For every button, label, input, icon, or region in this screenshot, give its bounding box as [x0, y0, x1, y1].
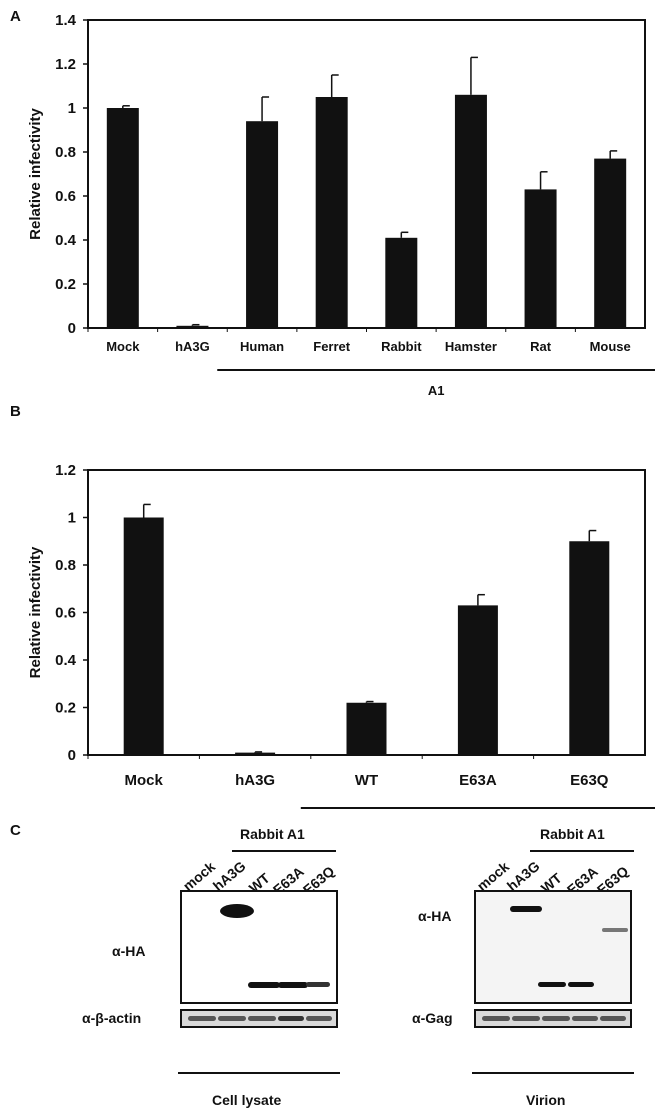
bar-e63a: [458, 605, 498, 755]
plot-frame: [88, 20, 645, 328]
bar-rabbit: [385, 238, 417, 328]
x-tick-label-mouse: Mouse: [590, 339, 631, 354]
panel-letter-c: C: [10, 822, 21, 839]
blot-right-ha-band-e63q: [602, 928, 628, 932]
chart-a: 0 0.2 0.4 0.6 0.8 1 1.2 1.4 Relative infectivity…: [0, 0, 657, 400]
blot-left-ha-band-ha3g: [220, 904, 254, 918]
x-tick-label-ha3g: hA3G: [235, 772, 275, 789]
y-tick-label: 0.4: [55, 652, 77, 669]
blot-right-ha-band-ha3g: [510, 906, 542, 912]
y-tick-label: 1.4: [55, 12, 77, 29]
y-tick-label: 1: [68, 510, 76, 527]
blot-right-lane-ha3g: hA3G: [504, 858, 543, 894]
x-tick-label-rabbit: Rabbit: [381, 339, 422, 354]
bar-human: [246, 121, 278, 328]
blot-left-footer: Cell lysate: [212, 1092, 281, 1108]
x-tick-label-e63a: E63A: [459, 772, 497, 789]
blot-left-actin-band-4: [278, 1016, 304, 1021]
blot-left-header: Rabbit A1: [240, 826, 305, 842]
y-tick-label: 0.4: [55, 232, 77, 249]
y-tick-label: 0: [68, 747, 76, 764]
x-tick-label-ferret: Ferret: [313, 339, 351, 354]
blot-right-lane-mock: mock: [474, 858, 512, 894]
bar-hamster: [455, 95, 487, 328]
y-tick-label: 0.6: [55, 605, 76, 622]
bar-rat: [525, 189, 557, 328]
bar-ha3g: [176, 326, 208, 328]
bar-mock: [124, 518, 164, 756]
blot-right-ha-band-e63a: [568, 982, 594, 987]
blot-right-gag-band-2: [512, 1016, 540, 1021]
x-tick-label-mock: Mock: [125, 772, 164, 789]
blot-left-footer-line: [178, 1072, 340, 1074]
bar-wt: [347, 703, 387, 755]
blot-right-gag-band-5: [600, 1016, 626, 1021]
blot-left-actin-band-3: [248, 1016, 276, 1021]
blot-left-ha-band-wt: [248, 982, 280, 988]
blot-left-actin-band-1: [188, 1016, 216, 1021]
blot-right-gag-band-3: [542, 1016, 570, 1021]
blot-left-lane-ha3g: hA3G: [210, 858, 249, 894]
x-tick-label-e63q: E63Q: [570, 772, 609, 789]
blot-left-actin-band-5: [306, 1016, 332, 1021]
y-axis-label: Relative infectivity: [27, 546, 44, 678]
bar-e63q: [569, 541, 609, 755]
y-axis-label: Relative infectivity: [27, 107, 44, 239]
blot-right-header-line: [530, 850, 634, 852]
x-tick-label-wt: WT: [355, 772, 378, 789]
blot-right-row1-label: α-HA: [418, 908, 452, 924]
blot-left-row2-label: α-β-actin: [82, 1010, 141, 1026]
y-tick-label: 0: [68, 320, 76, 337]
bar-ferret: [316, 97, 348, 328]
y-tick-label: 0.8: [55, 144, 76, 161]
y-tick-label: 0.2: [55, 700, 76, 717]
blot-left-actin-panel: [180, 1009, 338, 1028]
blot-left-ha-panel: [180, 890, 338, 1004]
blot-right-row2-label: α-Gag: [412, 1010, 453, 1026]
y-tick-label: 0.6: [55, 188, 76, 205]
blot-left-header-line: [232, 850, 336, 852]
y-tick-label: 1: [68, 100, 76, 117]
x-tick-label-rat: Rat: [530, 339, 552, 354]
blot-right-gag-band-1: [482, 1016, 510, 1021]
blot-right-gag-panel: [474, 1009, 632, 1028]
x-tick-label-ha3g: hA3G: [175, 339, 210, 354]
chart-b: 0 0.2 0.4 0.6 0.8 1 1.2 Relative infectivity Moc…: [0, 400, 657, 820]
x-tick-label-mock: Mock: [106, 339, 140, 354]
blot-left-actin-band-2: [218, 1016, 246, 1021]
y-tick-label: 1.2: [55, 56, 76, 73]
bar-mock: [107, 108, 139, 328]
blot-right-footer: Virion: [526, 1092, 565, 1108]
blot-right-footer-line: [472, 1072, 634, 1074]
blot-right-header: Rabbit A1: [540, 826, 605, 842]
bar-ha3g: [235, 753, 275, 755]
blot-right-ha-band-wt: [538, 982, 566, 987]
blot-left-lane-mock: mock: [180, 858, 218, 894]
blot-right-ha-panel: [474, 890, 632, 1004]
x-tick-label-hamster: Hamster: [445, 339, 497, 354]
y-tick-label: 0.2: [55, 276, 76, 293]
bar-mouse: [594, 159, 626, 328]
blot-left-ha-band-e63a: [278, 982, 308, 988]
blot-right-gag-band-4: [572, 1016, 598, 1021]
blot-left-row1-label: α-HA: [112, 943, 146, 959]
y-tick-label: 1.2: [55, 462, 76, 479]
group-label: A1: [428, 383, 445, 398]
blot-left-ha-band-e63q: [306, 982, 330, 987]
x-tick-label-human: Human: [240, 339, 284, 354]
y-tick-label: 0.8: [55, 557, 76, 574]
